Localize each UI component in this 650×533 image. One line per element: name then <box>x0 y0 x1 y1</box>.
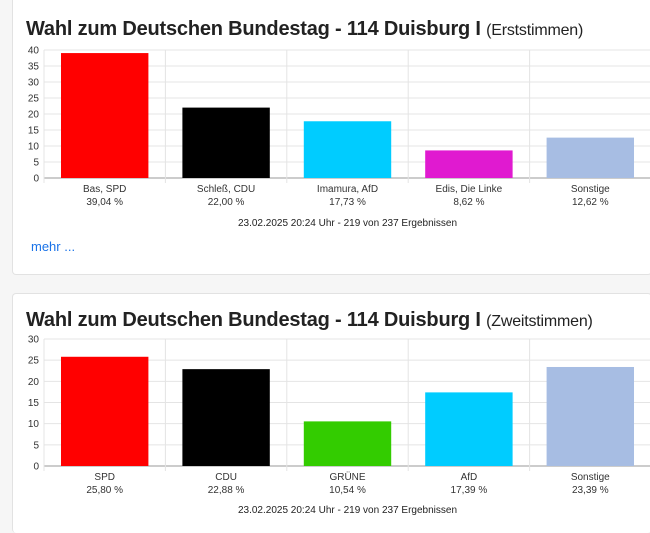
y-tick-label: 0 <box>33 174 39 185</box>
y-tick-label: 15 <box>28 126 40 137</box>
y-tick-label: 5 <box>33 158 39 169</box>
value-label: 17,73 % <box>329 197 366 208</box>
more-link[interactable]: mehr ... <box>31 239 76 254</box>
value-label: 8,62 % <box>453 197 484 208</box>
bar <box>303 421 392 466</box>
zweitstimmen-chart: 0 5 10 15 20 25 30 SPD 25,80 % CDU 22,88 % GRÜNE 10,… <box>28 335 650 516</box>
chart-footer: 23.02.2025 20:24 Uhr - 219 von 237 Ergeb… <box>238 505 457 516</box>
bar <box>303 121 392 178</box>
category-label: AfD <box>461 472 478 483</box>
value-label: 22,88 % <box>208 485 245 496</box>
bar <box>60 356 149 466</box>
value-label: 25,80 % <box>86 485 123 496</box>
value-label: 17,39 % <box>451 485 488 496</box>
bar <box>425 150 513 178</box>
zweitstimmen-title: Wahl zum Deutschen Bundestag - 114 Duisb… <box>26 309 593 332</box>
y-tick-label: 40 <box>28 46 40 57</box>
bar <box>182 369 270 466</box>
category-label: Sonstige <box>571 184 610 195</box>
y-tick-label: 25 <box>28 356 40 367</box>
bar <box>182 107 270 178</box>
y-tick-label: 35 <box>28 62 40 73</box>
bar <box>546 137 635 178</box>
category-label: Bas, SPD <box>83 184 126 195</box>
value-label: 22,00 % <box>208 197 245 208</box>
erststimmen-title: Wahl zum Deutschen Bundestag - 114 Duisb… <box>26 18 583 41</box>
y-tick-label: 5 <box>33 440 39 451</box>
zweitstimmen-subtitle: (Zweitstimmen) <box>486 313 593 330</box>
y-tick-label: 30 <box>28 335 40 346</box>
category-label: CDU <box>215 472 237 483</box>
y-tick-label: 20 <box>28 377 40 388</box>
y-tick-label: 30 <box>28 78 40 89</box>
y-tick-label: 10 <box>28 142 40 153</box>
y-tick-label: 10 <box>28 419 40 430</box>
value-label: 12,62 % <box>572 197 609 208</box>
value-label: 10,54 % <box>329 485 366 496</box>
value-label: 23,39 % <box>572 485 609 496</box>
category-label: SPD <box>94 472 115 483</box>
bar <box>60 53 149 178</box>
erststimmen-subtitle: (Erststimmen) <box>486 22 584 39</box>
y-tick-label: 20 <box>28 110 40 121</box>
category-label: Schleß, CDU <box>197 184 255 195</box>
zweitstimmen-card: Wahl zum Deutschen Bundestag - 114 Duisb… <box>12 293 650 533</box>
y-tick-label: 15 <box>28 398 40 409</box>
category-label: Imamura, AfD <box>317 184 378 195</box>
category-label: GRÜNE <box>329 471 365 483</box>
category-label: Edis, Die Linke <box>436 184 503 195</box>
y-tick-label: 0 <box>33 462 39 473</box>
erststimmen-card: Wahl zum Deutschen Bundestag - 114 Duisb… <box>12 0 650 275</box>
bar <box>546 366 635 466</box>
erststimmen-chart: 0 5 10 15 20 25 30 35 40 Bas, SPD 39,04 % Schleß, C… <box>28 46 650 229</box>
value-label: 39,04 % <box>86 197 123 208</box>
bar <box>425 392 513 466</box>
chart-footer: 23.02.2025 20:24 Uhr - 219 von 237 Ergeb… <box>238 218 457 229</box>
erststimmen-title-text: Wahl zum Deutschen Bundestag - 114 Duisb… <box>26 18 481 40</box>
y-tick-label: 25 <box>28 94 40 105</box>
zweitstimmen-title-text: Wahl zum Deutschen Bundestag - 114 Duisb… <box>26 309 481 331</box>
category-label: Sonstige <box>571 472 610 483</box>
